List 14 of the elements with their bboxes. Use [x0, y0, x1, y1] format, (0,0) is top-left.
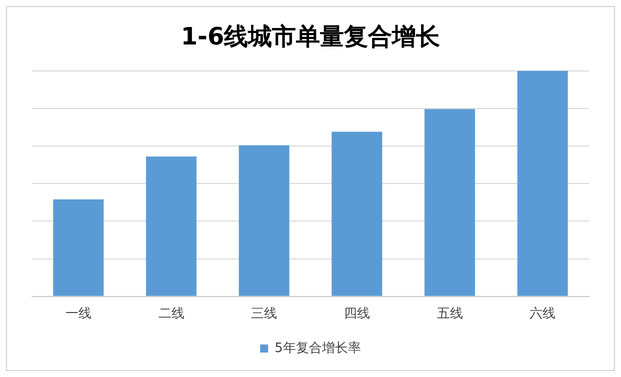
x-tick-label: 二线 [158, 306, 184, 322]
bar [424, 109, 475, 296]
chart-title: 1-6线城市单量复合增长 [180, 22, 440, 51]
x-tick-label: 一线 [65, 306, 92, 322]
legend-label: 5年复合增长率 [274, 340, 361, 356]
bar [238, 145, 290, 296]
bar [332, 132, 382, 296]
x-tick-label: 六线 [530, 306, 556, 322]
bar [146, 156, 196, 296]
x-tick-label: 四线 [344, 306, 370, 322]
bar [53, 199, 104, 296]
x-tick-label: 五线 [436, 306, 463, 322]
bar [517, 70, 568, 296]
x-tick-label: 三线 [251, 306, 278, 322]
